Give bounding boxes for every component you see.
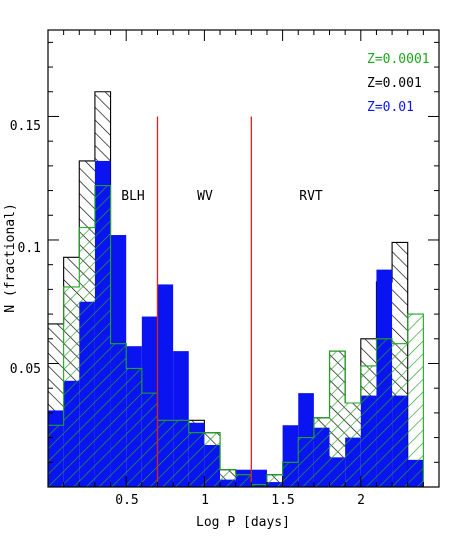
region-label-rvt: RVT — [299, 189, 323, 204]
bar-Z00001-1.1 — [220, 469, 236, 487]
bar-Z00001-1.0 — [204, 432, 221, 487]
bar-Z00001-1.3 — [251, 484, 267, 487]
outline-Z00001 — [48, 185, 424, 487]
legend-item-z001: Z=0.001 — [367, 76, 422, 91]
bar-Z00001-0.4 — [110, 343, 127, 487]
bar-Z00001-0.8 — [173, 420, 189, 487]
y-axis-label: N (fractional) — [3, 203, 18, 313]
bar-Z001-1.3 — [251, 469, 267, 487]
legend-item-z01: Z=0.01 — [367, 100, 414, 115]
bar-Z00001-2.3 — [407, 314, 424, 487]
bar-Z00001-1.7 — [313, 417, 330, 487]
bar-Z00001-2.0 — [360, 365, 377, 487]
bar-Z00001-2.2 — [392, 343, 408, 487]
x-tick-label-1.5: 1.5 — [271, 493, 294, 508]
y-tick-label-0.05: 0.05 — [10, 362, 41, 377]
bar-Z00001-0.0 — [48, 425, 64, 487]
bar-Z00001-0.1 — [63, 286, 80, 487]
region-label-blh: BLH — [121, 189, 144, 204]
bar-Z00001-1.8 — [329, 351, 346, 487]
bar-Z00001-2.1 — [376, 338, 393, 487]
region-label-wv: WV — [197, 189, 213, 204]
x-axis-label: Log P [days] — [196, 515, 290, 530]
bar-Z00001-0.6 — [141, 393, 158, 487]
bar-Z00001-1.5 — [282, 462, 299, 487]
bar-Z00001-1.9 — [345, 403, 361, 487]
bar-Z00001-0.2 — [79, 227, 95, 487]
x-tick-label-0.5: 0.5 — [115, 493, 138, 508]
bar-Z00001-0.3 — [94, 185, 111, 487]
y-tick-label-0.1: 0.1 — [18, 241, 41, 256]
y-tick-label-0.15: 0.15 — [10, 119, 41, 134]
bar-Z00001-1.2 — [235, 474, 252, 487]
legend-item-z0001: Z=0.0001 — [367, 52, 430, 67]
bar-Z00001-0.5 — [126, 368, 142, 487]
bar-Z00001-1.6 — [298, 437, 314, 487]
x-tick-label-1: 1 — [201, 493, 209, 508]
x-tick-label-2: 2 — [357, 493, 365, 508]
plot-frame — [47, 29, 440, 488]
bar-Z00001-0.7 — [157, 420, 174, 487]
bar-Z00001-1.4 — [266, 474, 283, 487]
bar-Z00001-0.9 — [188, 432, 205, 487]
